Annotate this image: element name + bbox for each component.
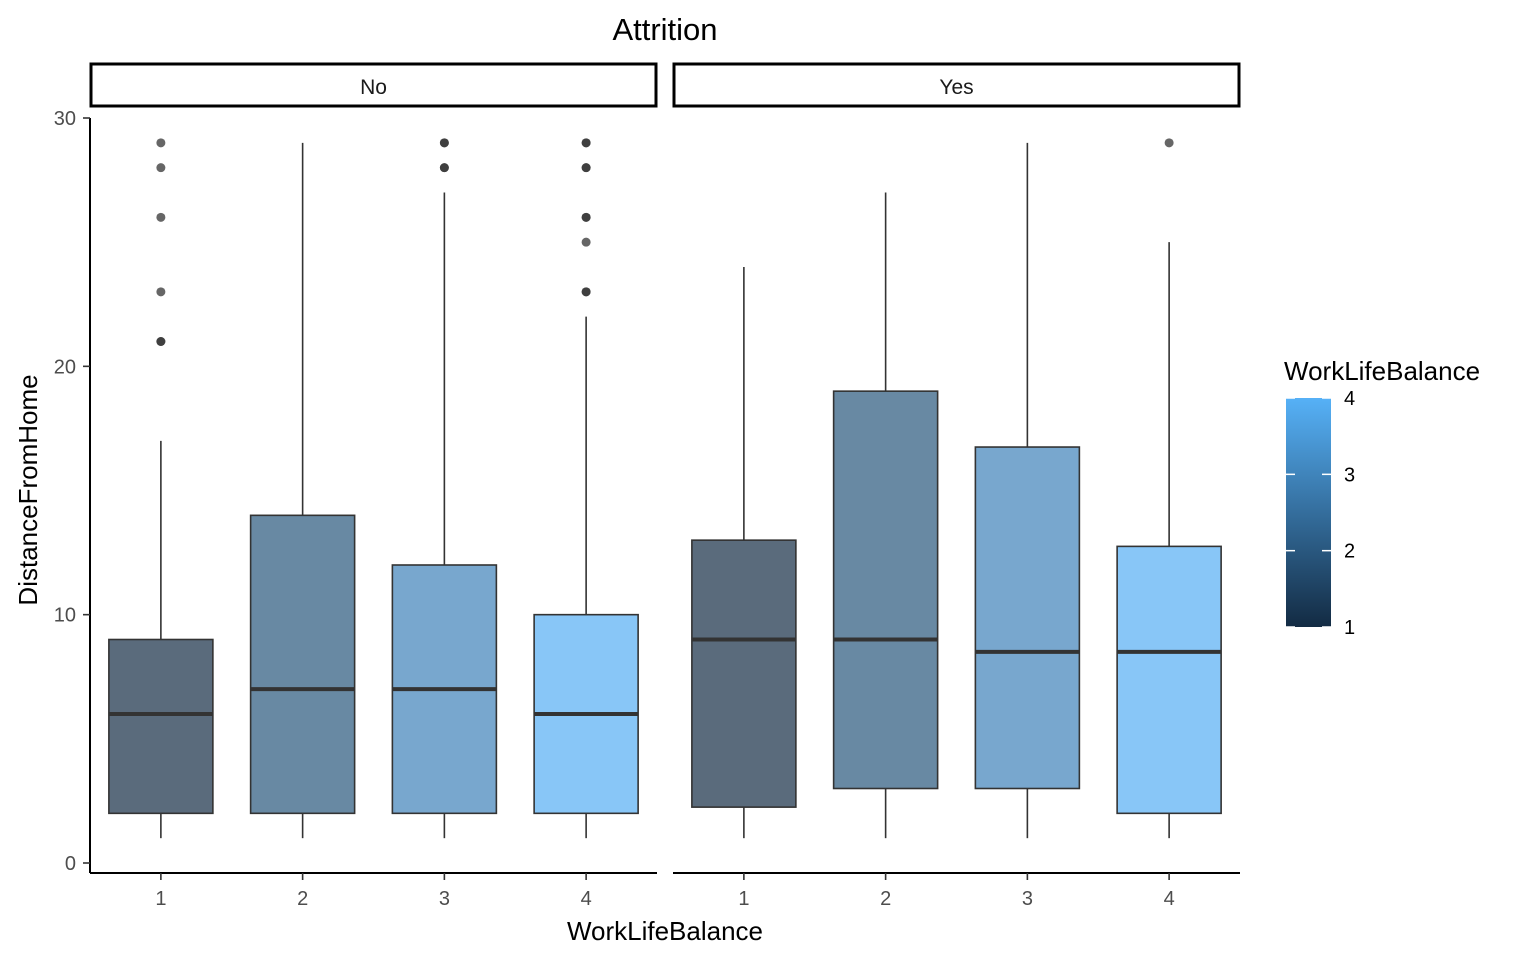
x-tick-label: 1: [155, 888, 166, 910]
outlier-point: [581, 138, 591, 148]
box-body: [691, 539, 797, 808]
legend-tick-label: 4: [1344, 388, 1355, 410]
outlier-point: [581, 287, 591, 297]
outlier-point: [1164, 138, 1174, 148]
chart-title: Attrition: [612, 12, 717, 47]
color-legend: WorkLifeBalance 1 2 3 4: [1284, 356, 1480, 639]
outlier-point: [581, 163, 591, 173]
box-yes-3: [974, 142, 1081, 839]
legend-title: WorkLifeBalance: [1284, 356, 1480, 386]
facet-panels: No 1 2 3 4 Yes 1 2 3 4: [89, 62, 1241, 910]
box-body: [108, 638, 214, 815]
facet-strip-label: No: [360, 76, 387, 99]
x-tick-label: 4: [1164, 888, 1175, 910]
outlier-point: [156, 212, 166, 222]
x-tick-label: 2: [880, 888, 891, 910]
legend-colorbar: [1286, 398, 1331, 627]
outlier-point: [581, 212, 591, 222]
box-yes-1: [691, 267, 797, 839]
facet-panel-no: No 1 2 3 4: [89, 62, 658, 910]
x-tick-label: 4: [581, 888, 592, 910]
y-axis-title: DistanceFromHome: [13, 374, 43, 605]
box-yes-4: [1116, 138, 1222, 839]
legend-tick-label: 1: [1344, 617, 1355, 639]
box-body: [832, 390, 939, 790]
box-body: [249, 514, 356, 815]
x-tick-label: 3: [1022, 888, 1033, 910]
legend-tick-label: 3: [1344, 464, 1355, 486]
legend-tick-label: 2: [1344, 541, 1355, 563]
facet-strip: [89, 62, 658, 108]
legend-ticks: 1 2 3 4: [1286, 388, 1355, 639]
outlier-point: [156, 337, 166, 346]
y-axis: 0 10 20 30: [54, 108, 91, 875]
box-body: [974, 446, 1081, 790]
y-tick-label: 30: [54, 108, 76, 130]
box-no-1: [108, 138, 214, 839]
box-yes-2: [832, 192, 939, 839]
y-tick-label: 20: [54, 356, 76, 378]
facet-panel-yes: Yes 1 2 3 4: [672, 62, 1241, 910]
outlier-point: [439, 163, 449, 173]
outlier-point: [156, 287, 166, 297]
y-tick-label: 0: [65, 853, 76, 875]
x-tick-label: 3: [439, 888, 450, 910]
outlier-point: [156, 138, 166, 148]
outlier-point: [156, 163, 166, 173]
facet-strip: [672, 62, 1241, 108]
box-no-4: [533, 138, 639, 839]
x-tick-label: 2: [297, 888, 308, 910]
y-tick-label: 10: [54, 605, 76, 627]
box-no-3: [391, 138, 498, 839]
x-axis-title: WorkLifeBalance: [567, 916, 763, 946]
x-tick-label: 1: [738, 888, 749, 910]
facet-strip-label: Yes: [939, 76, 973, 99]
outlier-point: [439, 138, 449, 148]
box-body: [1116, 545, 1222, 815]
outlier-point: [581, 237, 591, 247]
box-no-2: [249, 142, 356, 839]
